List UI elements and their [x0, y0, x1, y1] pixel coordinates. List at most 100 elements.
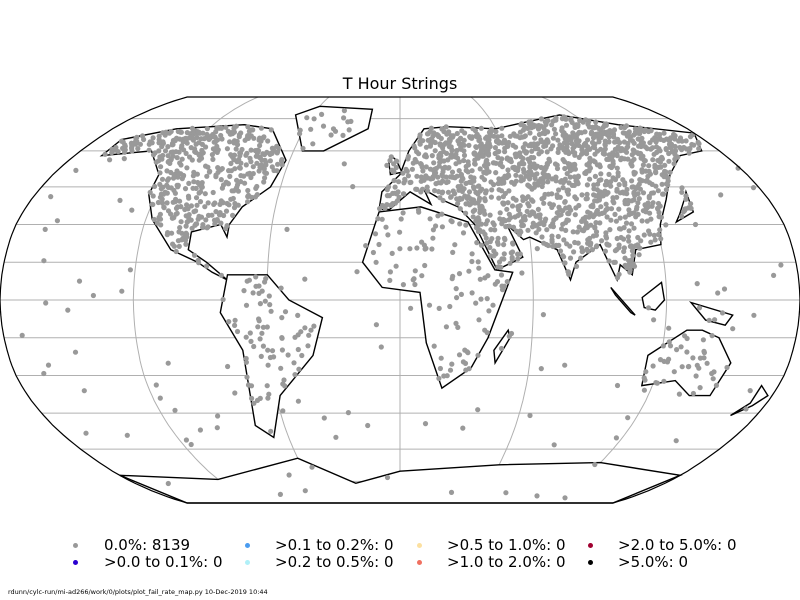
station-point [513, 197, 519, 203]
station-point [428, 136, 434, 142]
station-point [146, 141, 152, 147]
station-point [608, 164, 615, 171]
station-point [621, 139, 628, 145]
station-point [150, 135, 156, 141]
station-point [504, 155, 510, 161]
station-point [610, 158, 616, 164]
station-point [428, 176, 434, 182]
station-point [341, 108, 347, 114]
station-point [567, 243, 573, 249]
legend-label: >0.0 to 0.1%: 0 [104, 553, 223, 571]
station-point [502, 145, 508, 151]
station-point [552, 161, 559, 167]
station-point [151, 216, 157, 223]
station-point [690, 390, 697, 397]
station-point [436, 180, 442, 186]
station-point [590, 204, 596, 210]
station-point [473, 189, 479, 195]
station-point [509, 240, 516, 246]
station-point [631, 149, 638, 155]
station-point [193, 149, 199, 155]
station-point [157, 181, 163, 187]
station-point [571, 163, 577, 169]
station-point [463, 201, 469, 207]
station-point [397, 229, 403, 235]
station-point [439, 211, 445, 217]
station-point [265, 362, 271, 368]
station-point [507, 260, 513, 266]
station-point [453, 320, 459, 326]
station-point [400, 191, 406, 197]
station-point [264, 149, 270, 155]
station-point [719, 310, 726, 316]
station-point [456, 271, 463, 277]
station-point [411, 143, 417, 149]
station-point [278, 365, 284, 371]
station-point [423, 164, 429, 170]
station-point [257, 154, 263, 160]
station-point [129, 207, 135, 213]
station-point [457, 206, 463, 212]
station-point [249, 194, 255, 200]
station-point [474, 131, 480, 137]
station-point [398, 216, 404, 222]
station-point [652, 162, 658, 168]
station-point [206, 136, 212, 142]
station-point [454, 147, 460, 154]
station-point [520, 166, 527, 173]
station-point [571, 249, 577, 255]
station-point [384, 193, 390, 199]
station-point [538, 164, 544, 171]
station-point [193, 221, 199, 227]
station-point [196, 140, 202, 146]
station-point [271, 167, 277, 174]
station-point [445, 157, 451, 163]
station-point [552, 117, 558, 123]
station-point [263, 170, 270, 176]
station-point [527, 159, 533, 165]
station-point [243, 302, 250, 308]
station-point [544, 227, 550, 233]
station-point [218, 272, 224, 278]
station-point [414, 149, 420, 155]
station-point [512, 133, 518, 139]
station-point [395, 189, 401, 195]
station-point [602, 121, 608, 127]
station-point [513, 228, 519, 234]
station-point [354, 269, 360, 275]
station-point [544, 129, 550, 135]
station-point [534, 246, 540, 252]
station-point [466, 366, 472, 372]
station-point [389, 167, 395, 173]
station-point [267, 302, 273, 308]
station-point [636, 252, 642, 258]
station-point [457, 196, 463, 203]
station-point [196, 129, 202, 135]
station-point [488, 194, 494, 200]
station-point [184, 140, 190, 146]
station-point [584, 195, 590, 202]
station-point [625, 234, 632, 240]
station-point [412, 156, 418, 163]
station-point [515, 167, 521, 174]
station-point [500, 200, 506, 206]
station-point [134, 138, 140, 145]
station-point [501, 251, 507, 257]
station-point [443, 124, 449, 130]
station-point [526, 119, 532, 125]
station-point [538, 116, 545, 122]
station-point [455, 201, 461, 207]
station-point [279, 315, 285, 321]
station-point [472, 161, 478, 167]
station-point [445, 189, 451, 195]
station-point [575, 174, 581, 180]
station-point [564, 187, 570, 193]
legend-label: >5.0%: 0 [618, 553, 689, 571]
station-point [562, 495, 568, 501]
station-point [218, 125, 225, 131]
station-point [139, 133, 146, 139]
station-point [425, 188, 431, 194]
station-point [562, 165, 568, 172]
station-point [427, 216, 433, 222]
station-point [487, 239, 493, 245]
